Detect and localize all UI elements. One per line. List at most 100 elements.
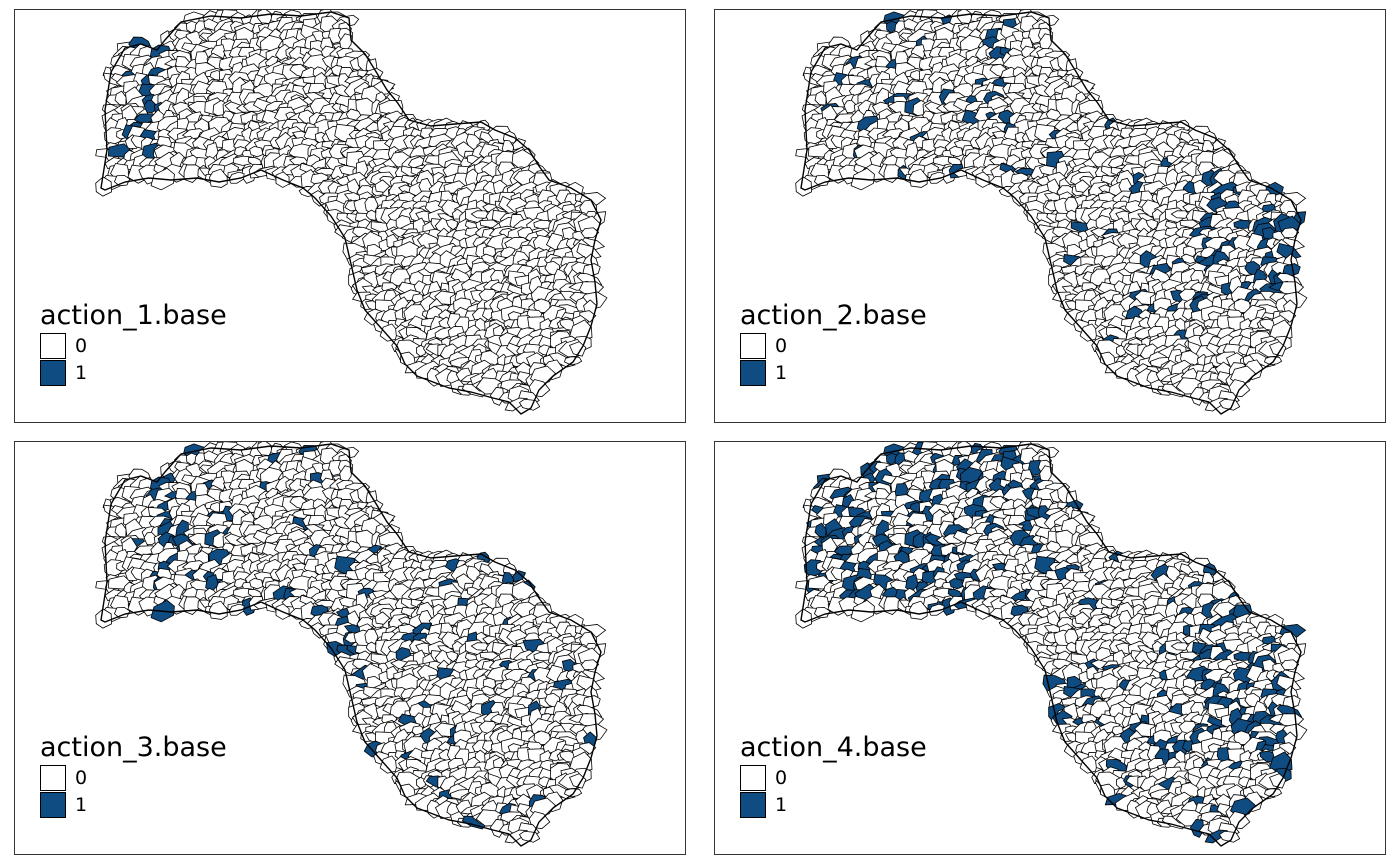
watershed-boundary	[800, 11, 1302, 415]
subcatchment	[407, 588, 426, 601]
subcatchment	[365, 209, 378, 221]
subcatchment-group	[795, 10, 1308, 412]
subcatchment	[1189, 387, 1205, 406]
subcatchment	[1280, 227, 1300, 239]
legend-item-0: 0	[740, 764, 927, 791]
legend-title: action_4.base	[740, 732, 927, 763]
subcatchment	[228, 603, 245, 616]
subcatchment	[209, 600, 228, 620]
map-panel-action-4: action_4.base 0 1	[714, 441, 1386, 855]
legend: action_4.base 0 1	[740, 732, 927, 818]
subcatchment-group	[795, 442, 1308, 844]
subcatchment	[1064, 196, 1079, 214]
legend-label: 0	[75, 766, 88, 789]
legend-label: 1	[775, 793, 788, 816]
legend-label: 0	[75, 334, 88, 357]
subcatchment	[1170, 210, 1190, 219]
subcatchment	[1269, 341, 1287, 357]
legend: action_1.base 0 1	[40, 300, 227, 386]
subcatchment	[379, 323, 399, 342]
subcatchment-selected	[1233, 219, 1253, 230]
subcatchment	[957, 442, 973, 456]
legend-label: 0	[775, 334, 788, 357]
subcatchment-selected	[1282, 263, 1301, 278]
subcatchment	[95, 608, 112, 629]
legend-label: 1	[75, 793, 88, 816]
subcatchment	[374, 611, 391, 625]
subcatchment	[1181, 308, 1195, 321]
subcatchment	[957, 10, 973, 24]
legend-label: 1	[75, 361, 88, 384]
subcatchment	[364, 196, 379, 214]
subcatchment	[374, 179, 391, 193]
legend-swatch-1	[40, 359, 66, 386]
legend-item-0: 0	[40, 332, 227, 359]
subcatchment	[481, 740, 495, 753]
subcatchment	[949, 145, 964, 158]
subcatchment	[489, 819, 505, 838]
subcatchment	[113, 175, 131, 187]
subcatchment	[480, 253, 497, 264]
legend-title: action_1.base	[40, 300, 227, 331]
subcatchment	[95, 176, 112, 197]
legend-title: action_3.base	[40, 732, 227, 763]
subcatchment	[364, 628, 379, 646]
subcatchment	[1074, 179, 1091, 193]
legend: action_2.base 0 1	[740, 300, 927, 386]
subcatchment	[379, 755, 399, 774]
legend: action_3.base 0 1	[40, 732, 227, 818]
subcatchment	[569, 773, 587, 789]
subcatchment	[909, 168, 928, 188]
legend-item-1: 1	[740, 791, 927, 818]
subcatchment	[580, 227, 600, 239]
legend-swatch-1	[740, 791, 766, 818]
subcatchment	[533, 219, 553, 230]
subcatchment	[249, 145, 264, 158]
subcatchment	[257, 10, 273, 24]
subcatchment-group	[95, 442, 608, 844]
legend-swatch-0	[40, 332, 66, 359]
subcatchment	[1107, 156, 1126, 169]
subcatchment	[113, 607, 131, 619]
subcatchment	[795, 176, 812, 197]
subcatchment	[209, 168, 228, 188]
subcatchment	[518, 398, 541, 411]
watershed-map	[95, 10, 608, 415]
watershed-boundary	[100, 11, 602, 415]
map-panel-action-3: action_3.base 0 1	[14, 441, 686, 855]
legend-item-0: 0	[40, 764, 227, 791]
subcatchment	[1180, 253, 1197, 264]
subcatchment	[518, 830, 541, 843]
subcatchment	[480, 685, 497, 696]
legend-label: 0	[775, 766, 788, 789]
legend-item-0: 0	[740, 332, 927, 359]
watershed-boundary	[100, 443, 602, 847]
subcatchment	[365, 641, 378, 653]
subcatchment-group	[95, 10, 608, 412]
subcatchment	[249, 577, 264, 590]
subcatchment	[470, 642, 490, 651]
subcatchment	[470, 210, 490, 219]
legend-item-1: 1	[40, 791, 227, 818]
legend-swatch-1	[740, 359, 766, 386]
legend-label: 1	[775, 361, 788, 384]
subcatchment	[582, 695, 601, 710]
legend-item-1: 1	[740, 359, 927, 386]
watershed-map	[795, 10, 1308, 415]
subcatchment	[1079, 323, 1099, 342]
legend-swatch-0	[740, 764, 766, 791]
map-panel-action-2: action_2.base 0 1	[714, 9, 1386, 423]
subcatchment	[228, 171, 245, 184]
subcatchment	[582, 263, 601, 278]
subcatchment	[1065, 209, 1078, 221]
legend-swatch-0	[40, 764, 66, 791]
legend-item-1: 1	[40, 359, 227, 386]
legend-swatch-1	[40, 791, 66, 818]
subcatchment	[569, 341, 587, 357]
subcatchment	[813, 175, 831, 187]
subcatchment	[1218, 398, 1241, 411]
subcatchment	[257, 442, 273, 456]
watershed-map	[795, 442, 1308, 847]
legend-swatch-0	[740, 332, 766, 359]
subcatchment	[481, 308, 495, 321]
